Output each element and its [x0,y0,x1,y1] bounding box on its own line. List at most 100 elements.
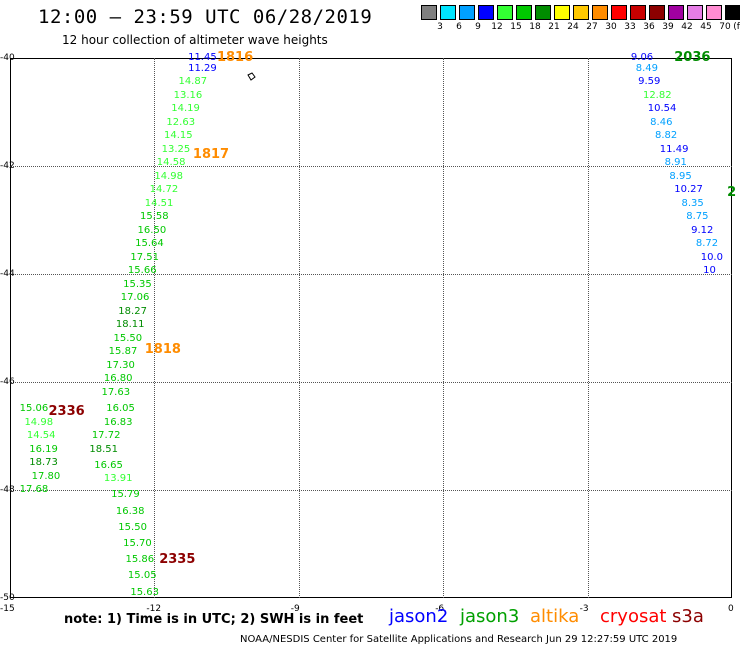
scale-swatch [687,5,703,20]
wave-height-value: 14.98 [24,416,54,428]
longitude-gridline [154,58,156,598]
scale-label: 3 [437,22,443,32]
wave-height-value: 12.82 [642,89,672,101]
wave-height-value: 11.45 [188,52,217,63]
wave-height-value: 10 [703,265,716,277]
wave-height-value: 16.05 [106,403,135,414]
wave-height-value: 15.63 [130,586,159,598]
latitude-label: -50 [0,593,15,603]
scale-swatch [478,5,494,20]
wave-height-value: 15.87 [108,346,138,358]
scale-label: 45 [700,22,712,32]
wave-height-value: 17.68 [19,484,49,495]
scale-label: 36 [643,22,655,32]
scale-label: 24 [567,22,579,32]
wave-height-value: 15.50 [113,332,143,344]
pass-time-label: 2336 [48,403,85,419]
scale-label: 21 [548,22,560,32]
legend-jason2: jason2 [389,606,449,627]
wave-height-value: 17.06 [120,292,150,304]
scale-swatch [516,5,532,20]
wave-height-value: 8.49 [635,62,658,74]
wave-height-value: 8.46 [650,116,673,128]
pass-time-label: 2335 [159,552,196,568]
longitude-label: -12 [146,604,162,614]
scale-label: 18 [529,22,541,32]
wave-height-value: 13.16 [173,89,203,101]
pass-time-label: 2 [727,185,737,200]
wave-height-value: 11.29 [188,62,217,74]
scale-swatch [725,5,740,20]
wave-height-value: 8.82 [654,130,678,142]
longitude-label: -3 [579,604,589,614]
scale-swatch [421,5,437,20]
scale-swatch [573,5,589,20]
scale-unit-label: (ft) [733,22,740,32]
latitude-gridline [10,490,732,491]
wave-height-value: 14.15 [164,130,193,142]
wave-height-value: 17.51 [130,251,159,263]
wave-height-value: 13.25 [161,143,191,155]
longitude-label: -15 [0,604,15,614]
wave-height-value: 15.05 [127,570,157,582]
wave-height-value: 8.91 [664,157,687,169]
wave-height-value: 12.63 [166,116,196,128]
wave-height-value: 15.35 [123,278,152,290]
longitude-gridline [443,58,445,598]
longitude-gridline [298,58,300,598]
wave-height-value: 18.73 [29,457,58,468]
wave-height-value: 17.30 [106,359,135,371]
latitude-label: -46 [0,377,15,387]
map-subtitle: 12 hour collection of altimeter wave hei… [62,33,328,47]
pass-time-label: 1816 [216,50,254,65]
scale-label: 9 [475,22,481,32]
wave-height-value: 15.06 [19,403,49,414]
scale-swatch [554,5,570,20]
scale-swatch [440,5,456,20]
scale-label: 6 [456,22,462,32]
wave-height-value: 17.72 [91,430,121,441]
wave-height-value: 14.58 [156,157,186,169]
legend-s3a: s3a [672,606,704,627]
map-title: 12:00 – 23:59 UTC 06/28/2019 [38,6,373,28]
longitude-gridline [587,58,589,598]
footer-credit: NOAA/NESDIS Center for Satellite Applica… [240,634,678,645]
wave-height-value: 13.91 [103,473,133,485]
pass-time-label: 1817 [192,147,230,163]
wave-height-value: 18.27 [118,305,147,317]
pass-time-label: 1818 [144,341,181,357]
legend-altika: altika [530,606,580,627]
scale-swatch [459,5,475,20]
wave-height-value: 9.06 [630,52,654,63]
map-frame [10,58,732,598]
latitude-gridline [10,382,732,383]
wave-height-value: 18.11 [115,319,145,331]
wave-height-value: 15.50 [118,521,147,533]
longitude-label: 0 [728,604,734,614]
scale-swatch [649,5,665,20]
scale-swatch [497,5,513,20]
wave-height-value: 10.54 [647,103,677,115]
pass-time-label: 2036 [674,50,711,65]
wave-height-value: 10.27 [674,184,703,196]
scale-label: 30 [605,22,617,32]
scale-swatch [706,5,722,20]
scale-swatch [611,5,627,20]
wave-height-value: 8.95 [669,170,692,182]
scale-swatch [630,5,646,20]
wave-height-value: 14.19 [171,103,200,115]
wave-height-value: 9.12 [691,224,714,236]
wave-height-value: 15.58 [139,211,169,223]
wave-height-value: 16.80 [103,373,133,385]
wave-height-value: 8.75 [686,211,709,223]
wave-height-value: 17.80 [31,470,61,482]
wave-height-value: 15.79 [111,489,140,501]
note-text: note: 1) Time is in UTC; 2) SWH is in fe… [64,612,364,627]
island-outline [247,72,256,81]
longitude-label: -9 [290,604,300,614]
wave-height-value: 17.63 [101,386,131,398]
wave-height-value: 16.65 [94,459,123,471]
scale-label: 42 [681,22,693,32]
wave-height-value: 10.0 [700,251,723,263]
wave-height-value: 18.51 [89,443,119,455]
